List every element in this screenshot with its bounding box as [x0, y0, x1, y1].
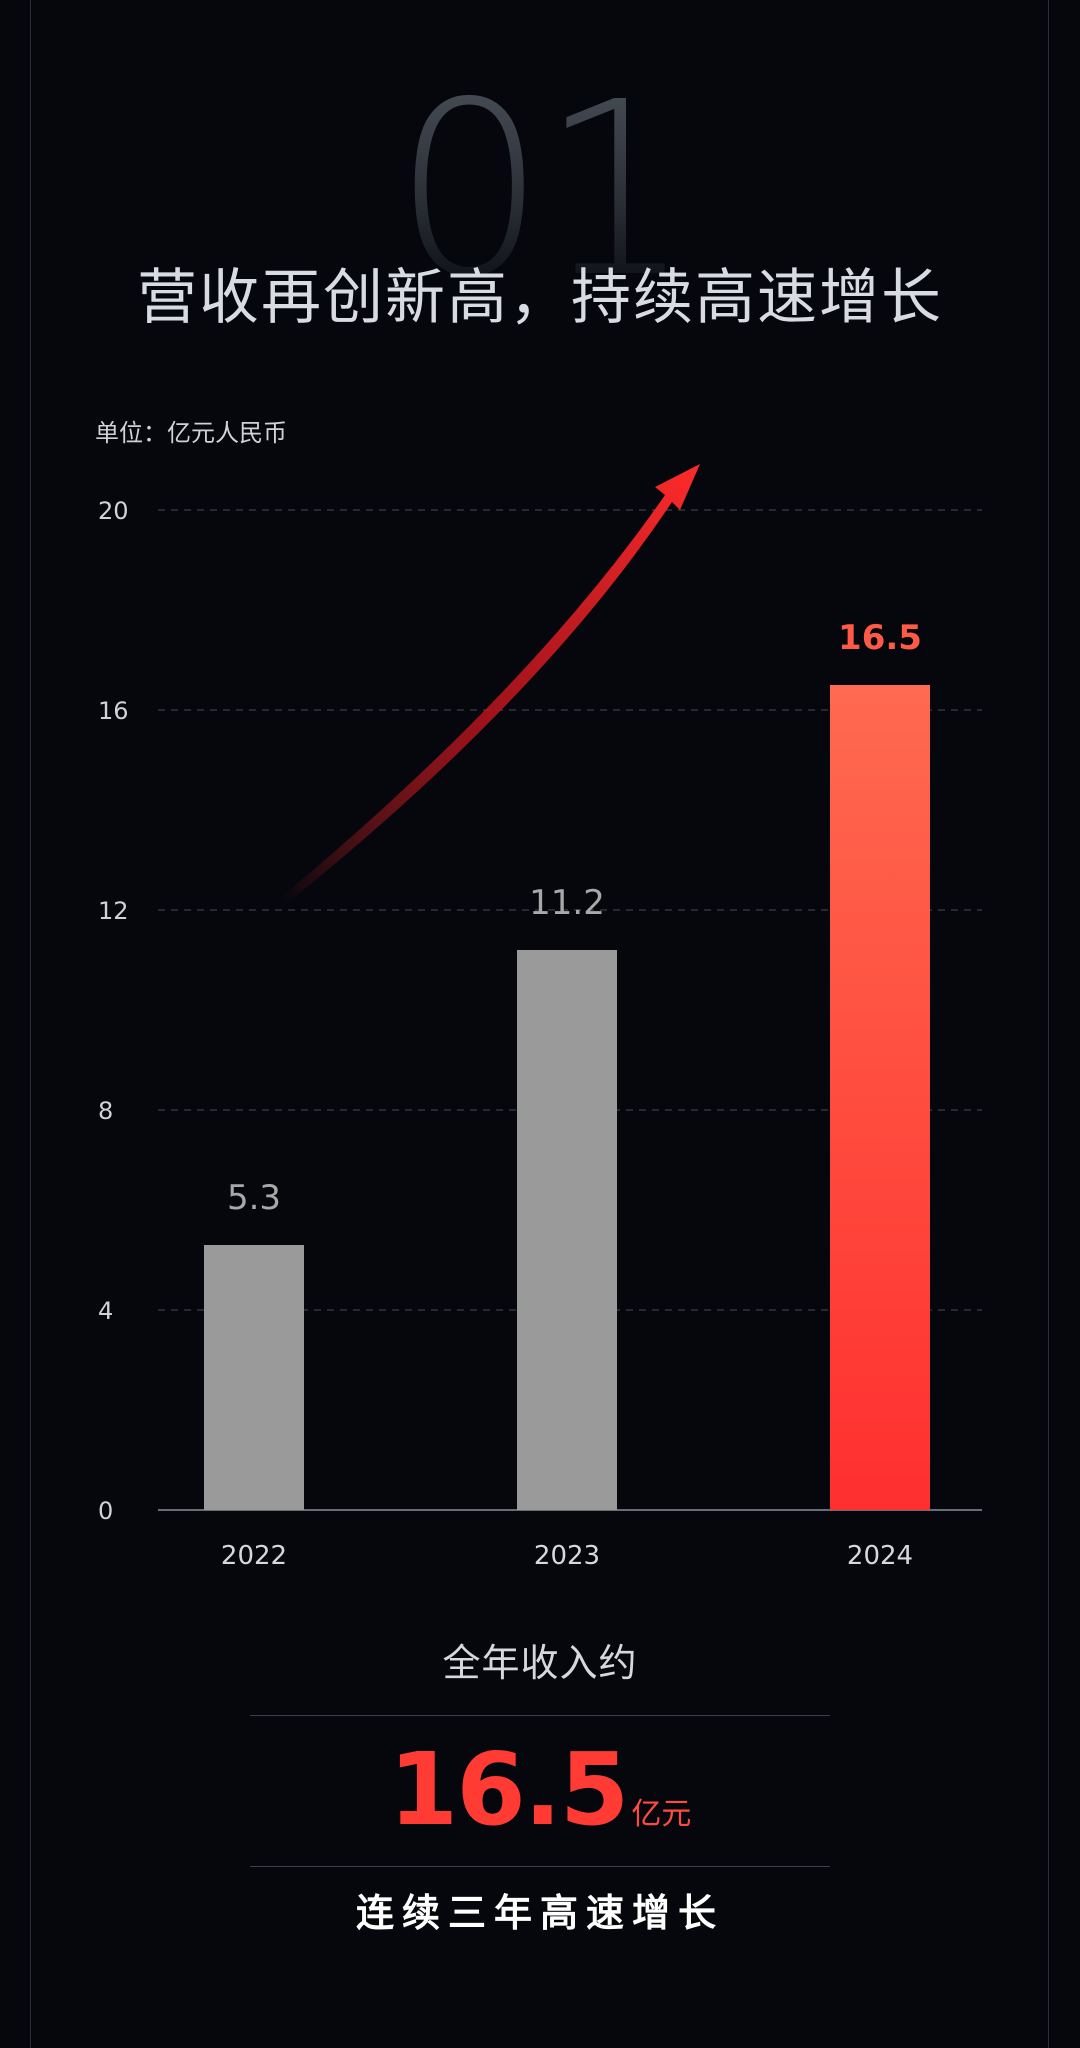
- x-tick-label: 2023: [534, 1541, 600, 1571]
- data-label: 5.3: [227, 1178, 281, 1218]
- section-number: 01: [0, 70, 1080, 310]
- trend-arrow: [280, 464, 700, 904]
- summary-unit: 亿元: [631, 1797, 692, 1832]
- revenue-bar-chart: 单位：亿元人民币 0 4 8 12 16 20 5.3 2022 11.2 2023 16.5 20…: [95, 419, 982, 1571]
- bar-layer: 5.3 2022 11.2 2023 16.5 2024: [204, 618, 930, 1571]
- page-title: 营收再创新高，持续高速增长: [137, 263, 943, 333]
- chart-unit-label: 单位：亿元人民币: [95, 419, 287, 447]
- trend-arrow-body: [280, 464, 700, 904]
- y-tick-label: 8: [98, 1097, 113, 1125]
- bar: [204, 1245, 304, 1510]
- summary-divider-top: [250, 1715, 830, 1716]
- summary-value: 16.5: [388, 1731, 630, 1848]
- y-tick-label: 12: [98, 897, 129, 925]
- frame-left-line: [30, 0, 31, 2048]
- y-tick-label: 4: [98, 1297, 113, 1325]
- bar: [517, 950, 617, 1510]
- x-tick-label: 2024: [847, 1541, 913, 1571]
- x-tick-label: 2022: [221, 1541, 287, 1571]
- bar-highlight: [830, 685, 930, 1510]
- frame-right-line: [1048, 0, 1049, 2048]
- summary-label: 全年收入约: [442, 1641, 638, 1685]
- y-tick-label: 20: [98, 497, 129, 525]
- data-label: 16.5: [838, 618, 922, 658]
- grid-layer: 0 4 8 12 16 20: [98, 497, 982, 1525]
- summary-value-row: 16.5 亿元: [0, 1735, 1080, 1845]
- data-label: 11.2: [529, 883, 605, 923]
- summary-divider-bottom: [250, 1866, 830, 1867]
- summary-tagline: 连续三年高速增长: [355, 1891, 724, 1935]
- y-tick-label: 0: [98, 1497, 113, 1525]
- y-tick-label: 16: [98, 697, 129, 725]
